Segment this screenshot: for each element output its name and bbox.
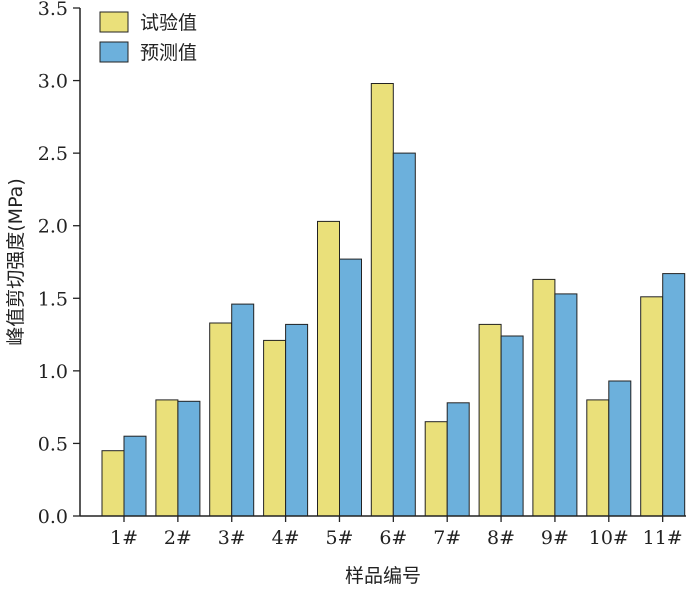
- bar-pred-5: [339, 258, 362, 517]
- bar-test-2: [155, 399, 179, 517]
- legend-label-pred: 预测值: [140, 42, 197, 64]
- x-tick-label: 2#: [164, 527, 192, 549]
- legend-swatch-test: [99, 11, 129, 33]
- y-tick-label: 1.5: [38, 288, 68, 310]
- x-tick-label: 11#: [643, 527, 683, 549]
- bar-pred-6: [392, 152, 416, 517]
- x-tick-label: 4#: [272, 527, 300, 549]
- y-tick-label: 0.5: [38, 433, 68, 455]
- bar-pred-3: [231, 303, 255, 517]
- x-tick-label: 8#: [487, 527, 515, 549]
- bar-test-10: [586, 399, 610, 517]
- y-tick-label: 1.0: [38, 361, 68, 383]
- bar-test-1: [101, 450, 125, 517]
- y-tick-label: 3.5: [38, 0, 68, 20]
- legend-swatch-pred: [99, 41, 129, 63]
- x-tick-label: 1#: [110, 527, 138, 549]
- axes-layer: 1# 2# 3# 4# 5# 6# 7# 8# 9# 10# 11# 0.0 0.5 1.0 1.5 2.0 2…: [38, 0, 686, 549]
- y-tick-label: 3.0: [38, 71, 68, 93]
- y-axis-title: 峰值剪切强度(MPa): [5, 178, 27, 345]
- bar-pred-9: [554, 293, 578, 517]
- bar-test-9: [532, 278, 556, 517]
- bar-pred-2: [177, 400, 201, 517]
- x-tick-label: 9#: [541, 527, 569, 549]
- x-tick-label: 3#: [218, 527, 246, 549]
- legend-label-test: 试验值: [140, 12, 197, 34]
- bar-test-3: [209, 322, 233, 517]
- x-tick-label: 5#: [325, 527, 353, 549]
- bar-test-4: [263, 339, 287, 517]
- bar-pred-11: [662, 273, 686, 517]
- bar-test-6: [370, 83, 394, 517]
- x-tick-label: 6#: [379, 527, 407, 549]
- y-tick-label: 2.5: [38, 143, 68, 165]
- bar-test-11: [640, 296, 664, 517]
- y-tick-label: 0.0: [38, 506, 68, 528]
- bar-pred-10: [608, 380, 632, 517]
- bar-test-5: [317, 220, 340, 517]
- bar-test-8: [478, 323, 502, 517]
- y-tick-label: 2.0: [38, 216, 68, 238]
- x-tick-label: 10#: [589, 527, 629, 549]
- bar-pred-1: [123, 435, 147, 517]
- x-axis-title: 样品编号: [345, 565, 421, 587]
- bar-pred-4: [285, 323, 309, 517]
- bars-layer: [101, 83, 686, 517]
- bar-pred-7: [446, 402, 470, 517]
- bar-pred-8: [500, 335, 524, 517]
- bar-test-7: [424, 421, 448, 517]
- x-tick-label: 7#: [433, 527, 461, 549]
